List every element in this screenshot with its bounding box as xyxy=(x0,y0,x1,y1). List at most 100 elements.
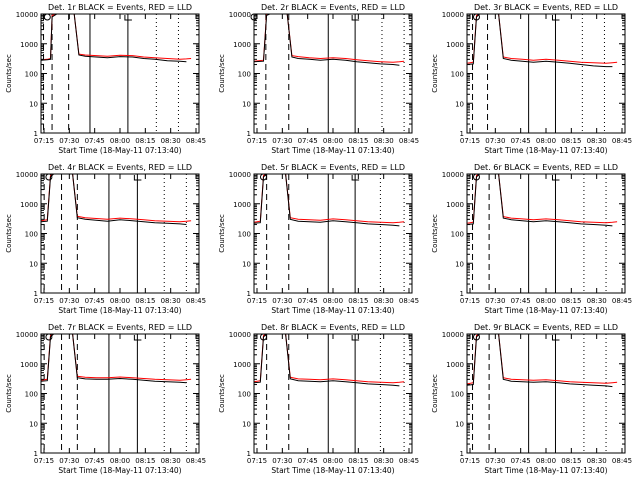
x-tick-label: 08:00 xyxy=(323,297,343,305)
x-axis-label: Start Time (18-May-11 07:13:40) xyxy=(58,306,181,315)
x-tick-label: 08:30 xyxy=(587,137,607,145)
y-tick-label: 1 xyxy=(34,130,38,138)
x-tick-label: 07:45 xyxy=(85,137,105,145)
y-tick-label: 1 xyxy=(247,290,251,298)
y-tick-label: 10 xyxy=(455,420,464,428)
panel-title: Det. 6r BLACK = Events, RED = LLD xyxy=(474,163,618,172)
x-tick-label: 08:30 xyxy=(161,457,181,465)
events-series-line xyxy=(41,14,187,63)
lld-series-line xyxy=(467,14,618,64)
panel-title: Det. 1r BLACK = Events, RED = LLD xyxy=(48,3,192,12)
y-axis-label: Counts/sec xyxy=(218,214,226,253)
y-axis-label: Counts/sec xyxy=(431,54,439,93)
x-tick-label: 08:30 xyxy=(161,297,181,305)
y-tick-label: 1000 xyxy=(233,361,251,369)
panel-title: Det. 8r BLACK = Events, RED = LLD xyxy=(261,323,405,332)
marker-step xyxy=(551,175,560,181)
marker-step xyxy=(133,335,142,341)
y-tick-label: 1 xyxy=(34,450,38,458)
x-tick-label: 08:30 xyxy=(374,137,394,145)
panel-title: Det. 2r BLACK = Events, RED = LLD xyxy=(261,3,405,12)
y-tick-label: 10000 xyxy=(442,171,464,179)
lld-series-line xyxy=(41,14,192,61)
x-tick-label: 08:15 xyxy=(348,297,368,305)
x-tick-label: 08:30 xyxy=(587,457,607,465)
y-tick-label: 100 xyxy=(451,71,464,79)
panel-title: Det. 5r BLACK = Events, RED = LLD xyxy=(261,163,405,172)
y-tick-label: 1000 xyxy=(446,201,464,209)
events-series-line xyxy=(41,174,187,225)
x-tick-label: 08:45 xyxy=(612,137,632,145)
events-series-line xyxy=(254,334,400,387)
y-tick-label: 1 xyxy=(247,450,251,458)
panel-title: Det. 9r BLACK = Events, RED = LLD xyxy=(474,323,618,332)
plot-frame xyxy=(466,333,626,454)
x-axis-label: Start Time (18-May-11 07:13:40) xyxy=(271,466,394,475)
plot-frame xyxy=(40,333,200,454)
series-group xyxy=(41,334,192,384)
y-tick-label: 100 xyxy=(451,231,464,239)
y-tick-label: 1000 xyxy=(446,41,464,49)
x-tick-label: 07:15 xyxy=(460,137,480,145)
x-tick-label: 08:15 xyxy=(348,457,368,465)
x-tick-label: 07:15 xyxy=(247,457,267,465)
x-tick-label: 07:45 xyxy=(511,457,531,465)
x-tick-label: 07:45 xyxy=(85,457,105,465)
y-tick-label: 10 xyxy=(242,260,251,268)
x-tick-label: 07:45 xyxy=(85,297,105,305)
x-tick-label: 07:15 xyxy=(34,137,54,145)
x-tick-label: 07:30 xyxy=(59,297,79,305)
x-axis-label: Start Time (18-May-11 07:13:40) xyxy=(484,306,607,315)
x-tick-label: 08:45 xyxy=(399,137,419,145)
y-tick-label: 10 xyxy=(29,260,38,268)
marker-step xyxy=(351,175,360,181)
y-tick-label: 100 xyxy=(25,71,38,79)
marker-step xyxy=(351,335,360,341)
x-tick-label: 07:30 xyxy=(485,457,505,465)
marker-step xyxy=(124,15,132,21)
marker-step xyxy=(551,335,560,341)
y-tick-label: 10000 xyxy=(442,11,464,19)
series-group xyxy=(467,14,618,68)
plot-frame xyxy=(253,333,413,454)
y-tick-label: 1 xyxy=(460,290,464,298)
x-tick-label: 08:15 xyxy=(135,457,155,465)
series-group xyxy=(254,334,405,387)
detector-panel-8: Det. 8r BLACK = Events, RED = LLD 1 10 100 1… xyxy=(218,323,419,475)
y-tick-label: 1 xyxy=(247,130,251,138)
detector-panel-9: Det. 9r BLACK = Events, RED = LLD 1 10 100 1… xyxy=(431,323,632,475)
y-tick-label: 100 xyxy=(238,391,251,399)
x-axis-label: Start Time (18-May-11 07:13:40) xyxy=(484,466,607,475)
x-axis-label: Start Time (18-May-11 07:13:40) xyxy=(271,146,394,155)
x-tick-label: 08:15 xyxy=(561,457,581,465)
detector-panel-7: Det. 7r BLACK = Events, RED = LLD 1 10 100 1… xyxy=(5,323,206,475)
x-axis-label: Start Time (18-May-11 07:13:40) xyxy=(58,466,181,475)
x-tick-label: 07:30 xyxy=(272,137,292,145)
y-tick-label: 100 xyxy=(238,231,251,239)
series-group xyxy=(254,14,405,66)
x-tick-label: 07:45 xyxy=(298,137,318,145)
events-series-line xyxy=(467,14,613,68)
panel-title: Det. 3r BLACK = Events, RED = LLD xyxy=(474,3,618,12)
lld-series-line xyxy=(41,334,192,381)
x-tick-label: 07:15 xyxy=(34,297,54,305)
detector-panel-2: Det. 2r BLACK = Events, RED = LLD 1 10 100 1… xyxy=(218,3,419,155)
series-group xyxy=(41,14,192,63)
y-tick-label: 10 xyxy=(29,100,38,108)
y-tick-label: 100 xyxy=(25,391,38,399)
x-tick-label: 07:30 xyxy=(59,457,79,465)
marker-step xyxy=(133,175,142,181)
y-tick-label: 1 xyxy=(460,130,464,138)
y-tick-label: 10000 xyxy=(16,331,38,339)
detector-panel-3: Det. 3r BLACK = Events, RED = LLD 1 10 100 1… xyxy=(431,3,632,155)
y-tick-label: 10 xyxy=(242,100,251,108)
x-tick-label: 07:15 xyxy=(247,137,267,145)
x-tick-label: 08:45 xyxy=(399,457,419,465)
plot-frame xyxy=(253,173,413,294)
x-tick-label: 08:45 xyxy=(612,457,632,465)
y-tick-label: 1 xyxy=(34,290,38,298)
x-tick-label: 08:00 xyxy=(110,297,130,305)
y-axis-label: Counts/sec xyxy=(431,374,439,413)
plot-frame xyxy=(466,13,626,134)
